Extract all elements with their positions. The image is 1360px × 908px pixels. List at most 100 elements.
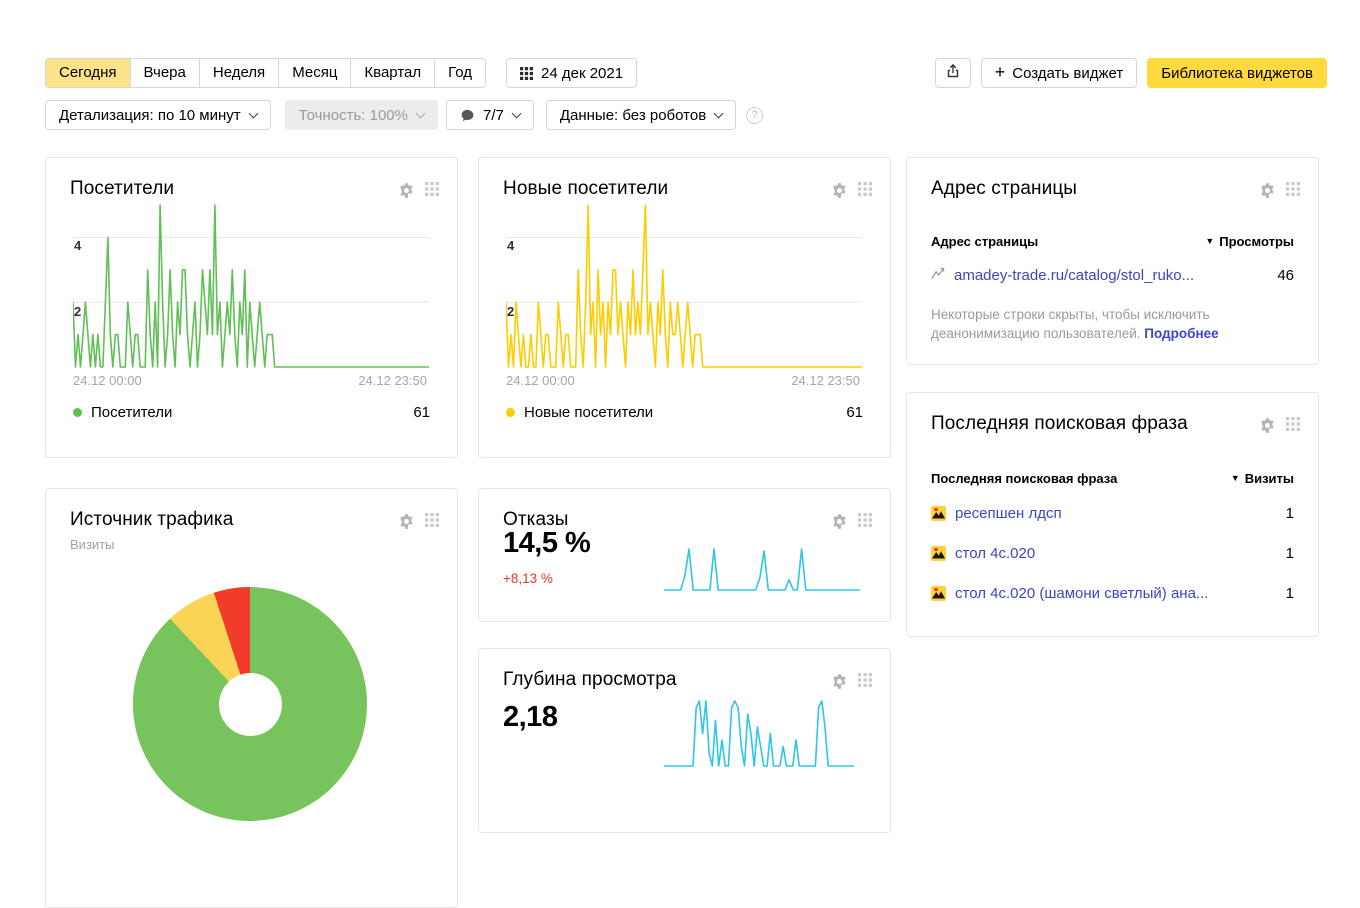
bounce-rate-delta: +8,13 %: [503, 571, 553, 586]
plus-icon: +: [994, 61, 1006, 82]
gear-icon[interactable]: [1259, 182, 1276, 199]
calendar-grid-icon: [520, 66, 534, 80]
tab-today[interactable]: Сегодня: [46, 59, 131, 87]
depth-sparkline: [664, 699, 854, 767]
gear-icon[interactable]: [398, 513, 415, 530]
share-button[interactable]: [934, 58, 971, 88]
views-value: 46: [1277, 266, 1294, 284]
x-axis-start: 24.12 00:00: [506, 373, 575, 388]
data-filter-label: Данные: без роботов: [559, 106, 707, 124]
tab-yesterday[interactable]: Вчера: [131, 59, 200, 87]
date-label: 24 дек 2021: [541, 64, 624, 82]
toolbar-row-1: Сегодня Вчера Неделя Месяц Квартал Год 2…: [45, 58, 638, 88]
speech-bubble-icon: [460, 108, 475, 123]
drag-handle-icon[interactable]: [858, 673, 872, 690]
metrica-dashboard: { "icons": { "sort_desc": "▼", "help": "…: [0, 0, 1360, 726]
widget-subtitle: Визиты: [70, 537, 115, 552]
details-link[interactable]: Подробнее: [1144, 325, 1219, 341]
widget-library-button[interactable]: Библиотека виджетов: [1147, 58, 1327, 88]
new-visitors-line-chart: [505, 203, 862, 368]
bounce-rate-value: 14,5 %: [503, 527, 591, 559]
metric-chart-icon: [931, 266, 945, 284]
chevron-down-icon: [248, 108, 259, 118]
drag-handle-icon[interactable]: [1286, 417, 1300, 434]
tab-quarter[interactable]: Квартал: [351, 59, 436, 87]
widget-title: Глубина просмотра: [503, 669, 677, 690]
search-phrase-link[interactable]: ресепшен лдсп: [955, 504, 1062, 522]
chevron-down-icon: [713, 108, 724, 118]
toolbar-actions: + Создать виджет Библиотека виджетов: [934, 58, 1327, 88]
gear-icon[interactable]: [398, 182, 415, 199]
tab-month[interactable]: Месяц: [279, 59, 352, 87]
search-phrase-link[interactable]: стол 4с.020 (шамони светлый) ана...: [955, 584, 1209, 602]
drag-handle-icon[interactable]: [425, 182, 439, 199]
x-axis-start: 24.12 00:00: [73, 373, 142, 388]
gear-icon[interactable]: [831, 182, 848, 199]
hidden-rows-note: Некоторые строки скрыты, чтобы исключить…: [931, 307, 1219, 341]
widget-new-visitors: Новые посетители 4 2 24.12 00:00 24.12 2…: [478, 157, 891, 458]
legend-dot: [73, 408, 82, 417]
legend-label: Новые посетители: [524, 404, 654, 421]
legend-label: Посетители: [91, 404, 173, 421]
page-address-link[interactable]: amadey-trade.ru/catalog/stol_ruko...: [954, 266, 1195, 284]
visits-value: 1: [1285, 584, 1294, 602]
drag-handle-icon[interactable]: [425, 513, 439, 530]
create-widget-button[interactable]: + Создать виджет: [980, 58, 1138, 88]
accuracy-label: Точность: 100%: [298, 106, 408, 124]
y-tick-4: 4: [74, 238, 82, 253]
widget-title: Посетители: [70, 178, 175, 199]
donut-hole: [218, 672, 282, 736]
toolbar-row-2: Детализация: по 10 минут Точность: 100% …: [45, 100, 764, 130]
comments-label: 7/7: [483, 106, 504, 124]
sort-desc-icon: ▼: [1230, 473, 1240, 483]
gear-icon[interactable]: [831, 513, 848, 530]
search-phrase-link[interactable]: стол 4с.020: [955, 544, 1036, 562]
detail-label: Детализация: по 10 минут: [59, 106, 241, 124]
comments-dropdown[interactable]: 7/7: [446, 100, 534, 130]
widget-bounces: Отказы 14,5 % +8,13 %: [478, 488, 891, 622]
table-row: стол 4с.020 (шамони светлый) ана... 1: [931, 581, 1294, 605]
gear-icon[interactable]: [831, 673, 848, 690]
bounces-sparkline: [664, 547, 860, 591]
drag-handle-icon[interactable]: [858, 182, 872, 199]
x-axis-end: 24.12 23:50: [358, 373, 427, 388]
table-row: стол 4с.020 1: [931, 541, 1294, 565]
table-row: amadey-trade.ru/catalog/stol_ruko... 46: [931, 263, 1294, 287]
widget-title: Последняя поисковая фраза: [931, 413, 1188, 434]
table-row: ресепшен лдсп 1: [931, 501, 1294, 525]
visits-value: 1: [1285, 544, 1294, 562]
column-header-address[interactable]: Адрес страницы: [931, 234, 1039, 249]
widget-title: Источник трафика: [70, 509, 234, 530]
column-header-visits[interactable]: ▼ Визиты: [1230, 471, 1294, 486]
chevron-down-icon: [415, 108, 426, 118]
drag-handle-icon[interactable]: [1286, 182, 1300, 199]
yandex-images-icon: [931, 585, 946, 601]
date-picker-button[interactable]: 24 дек 2021: [506, 58, 638, 88]
data-filter-dropdown[interactable]: Данные: без роботов: [545, 100, 737, 130]
detail-dropdown[interactable]: Детализация: по 10 минут: [45, 100, 271, 130]
visitors-line-chart: [72, 203, 429, 368]
drag-handle-icon[interactable]: [858, 513, 872, 530]
tab-year[interactable]: Год: [448, 64, 473, 81]
period-tabs: Сегодня Вчера Неделя Месяц Квартал Год: [45, 58, 487, 88]
help-icon[interactable]: ?: [746, 106, 764, 124]
legend-value: 61: [846, 404, 863, 421]
y-tick-4: 4: [507, 238, 515, 253]
traffic-source-donut-chart: [133, 587, 367, 821]
column-header-phrase[interactable]: Последняя поисковая фраза: [931, 471, 1118, 486]
tab-week[interactable]: Неделя: [200, 59, 280, 87]
visits-value: 1: [1285, 504, 1294, 522]
widget-page-address: Адрес страницы Адрес страницы ▼ Просмотр…: [906, 157, 1319, 365]
share-icon: [945, 63, 961, 83]
yandex-images-icon: [931, 505, 946, 521]
create-widget-label: Создать виджет: [1012, 64, 1124, 82]
accuracy-dropdown[interactable]: Точность: 100%: [284, 100, 438, 130]
gear-icon[interactable]: [1259, 417, 1276, 434]
legend-value: 61: [413, 404, 430, 421]
widget-visitors: Посетители 4 2 24.12 00:00 24.12 23:50 П…: [45, 157, 458, 458]
y-tick-2: 2: [507, 304, 515, 319]
widget-traffic-source: Источник трафика Визиты: [45, 488, 458, 908]
sort-desc-icon: ▼: [1205, 236, 1215, 246]
column-header-views[interactable]: ▼ Просмотры: [1205, 234, 1294, 249]
yandex-images-icon: [931, 545, 946, 561]
